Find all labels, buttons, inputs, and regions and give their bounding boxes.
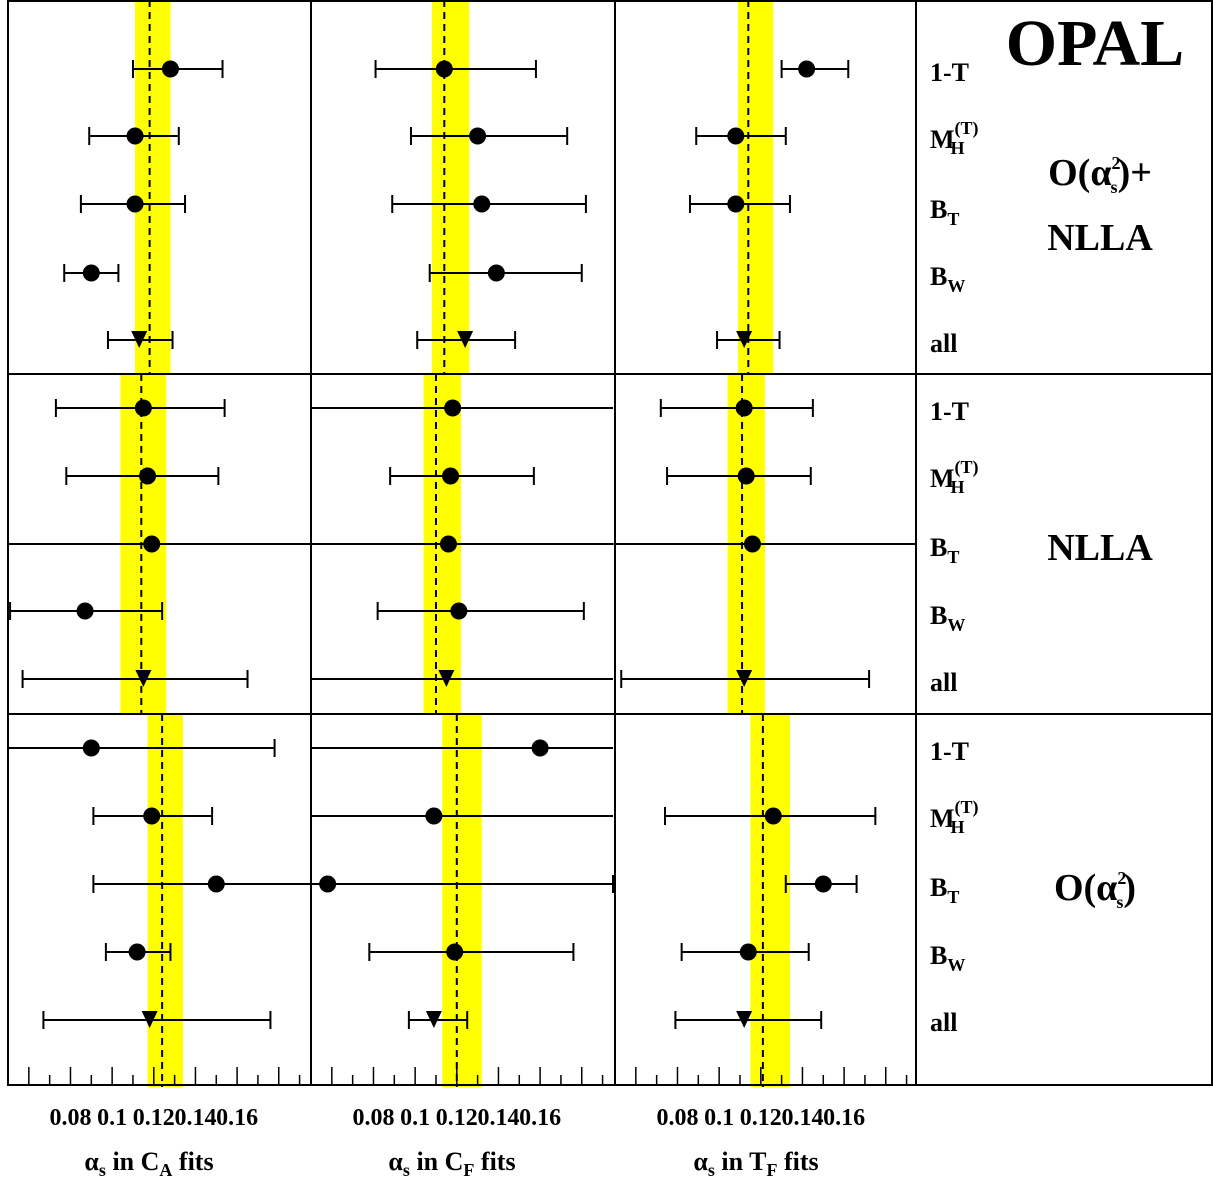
marker-1t-nlla-plus-CF [435, 60, 453, 78]
band-o2-CF [442, 714, 482, 1087]
observable-label-nlla-5: all [930, 668, 957, 697]
marker-mht-nlla-plus-CF [469, 127, 487, 145]
marker-mht-o2-CA [143, 807, 161, 825]
marker-bt-o2-CF [319, 875, 337, 893]
marker-bw-o2-TF [739, 943, 757, 961]
observable-label-nlla-2: M(T) H [930, 457, 979, 497]
marker-bw-o2-CF [446, 943, 464, 961]
experiment-title: OPAL [1006, 7, 1184, 80]
tick-labels: 0.08 0.1 0.12 0.14 0.16 0.08 0.1 0.12 0.14 0.16 0.… [49, 1105, 865, 1131]
tick-label-CF-0.1: 0.1 [400, 1105, 430, 1131]
marker-all-nlla-TF [736, 670, 753, 687]
marker-all-o2-CA [141, 1011, 158, 1028]
tick-label-CA-0.08: 0.08 [49, 1105, 91, 1131]
observable-label-nlla-plus-1: 1-T [930, 58, 969, 87]
axis-titles: αs in CA fits αs in CF fits αs in TF fits [84, 1147, 818, 1180]
marker-mht-nlla-CF [442, 467, 460, 485]
marker-all-nlla-plus-TF [736, 331, 753, 348]
marker-all-nlla-plus-CA [131, 331, 148, 348]
data-markers [76, 60, 832, 1028]
marker-1t-nlla-CA [134, 399, 152, 417]
observable-label-nlla-4: BW [930, 601, 965, 635]
row-labels: O(α2 s)+ NLLA NLLA O(α2 s) [1047, 152, 1153, 912]
panel-frames [7, 0, 1213, 1086]
tick-label-CF-0.14: 0.14 [477, 1105, 519, 1131]
marker-bw-nlla-CA [76, 602, 94, 620]
observable-label-nlla-3: BT [930, 533, 959, 567]
marker-mht-nlla-TF [737, 467, 755, 485]
tick-label-TF-0.12: 0.12 [740, 1105, 782, 1131]
band-nlla-plus-CF [431, 0, 470, 374]
tick-label-TF-0.1: 0.1 [704, 1105, 734, 1131]
marker-bw-o2-CA [128, 943, 146, 961]
observable-label-o2-2: M(T) H [930, 797, 979, 837]
observable-label-nlla-plus-3: BT [930, 195, 959, 229]
marker-mht-o2-TF [764, 807, 782, 825]
band-o2-CA [147, 714, 183, 1087]
observable-label-nlla-plus-2: M(T) H [930, 118, 979, 158]
observable-label-o2-5: all [930, 1008, 957, 1037]
row-label-nlla-plus-line1: O(α2 s)+ [1048, 152, 1152, 197]
marker-mht-nlla-plus-CA [126, 127, 144, 145]
axis-ticks [28, 1067, 908, 1085]
observable-label-o2-1: 1-T [930, 737, 969, 766]
row-label-nlla-line2: NLLA [1047, 527, 1153, 569]
tick-label-CF-0.16: 0.16 [519, 1105, 561, 1131]
marker-bw-nlla-plus-CA [82, 264, 100, 282]
marker-bt-nlla-plus-CA [126, 195, 144, 213]
marker-all-o2-CF [425, 1011, 442, 1028]
observable-label-nlla-plus-4: BW [930, 262, 965, 296]
tick-label-CA-0.16: 0.16 [216, 1105, 258, 1131]
tick-label-TF-0.14: 0.14 [781, 1105, 823, 1131]
band-o2-TF [750, 714, 790, 1087]
axis-title-CA: αs in CA fits [84, 1147, 213, 1180]
row-label-nlla-plus-line2: NLLA [1047, 217, 1153, 259]
marker-mht-nlla-CA [139, 467, 157, 485]
marker-mht-nlla-plus-TF [727, 127, 745, 145]
axis-title-TF: αs in TF fits [693, 1147, 818, 1180]
marker-1t-nlla-CF [444, 399, 462, 417]
observable-label-nlla-1: 1-T [930, 397, 969, 426]
tick-label-CA-0.12: 0.12 [133, 1105, 175, 1131]
observable-labels: 1-T M(T) H BT BW all 1-T M(T) H BT BW all 1-T M(T) H BT… [930, 58, 979, 1037]
marker-bw-nlla-CF [450, 602, 468, 620]
marker-bt-nlla-plus-TF [727, 195, 745, 213]
tick-label-CA-0.14: 0.14 [174, 1105, 216, 1131]
observable-label-o2-4: BW [930, 941, 965, 975]
tick-label-TF-0.08: 0.08 [656, 1105, 698, 1131]
axis-title-CF: αs in CF fits [388, 1147, 515, 1180]
marker-bt-o2-TF [814, 875, 832, 893]
band-nlla-plus-CA [135, 0, 171, 374]
marker-all-nlla-plus-CF [457, 331, 474, 348]
tick-label-CF-0.08: 0.08 [352, 1105, 394, 1131]
observable-label-nlla-plus-5: all [930, 329, 957, 358]
row-label-o2-line1: O(α2 s) [1054, 867, 1136, 912]
marker-all-nlla-CA [135, 670, 152, 687]
tick-label-CF-0.12: 0.12 [436, 1105, 478, 1131]
marker-1t-o2-CA [82, 739, 100, 757]
marker-1t-nlla-plus-CA [161, 60, 179, 78]
marker-all-o2-TF [736, 1011, 753, 1028]
outer-frame [7, 0, 1213, 1086]
marker-bt-nlla-plus-CF [473, 195, 491, 213]
marker-1t-nlla-TF [735, 399, 753, 417]
marker-all-nlla-CF [438, 670, 455, 687]
marker-bt-o2-CA [207, 875, 225, 893]
band-nlla-plus-TF [737, 0, 774, 374]
observable-label-o2-3: BT [930, 873, 959, 907]
tick-label-CA-0.1: 0.1 [97, 1105, 127, 1131]
tick-label-TF-0.16: 0.16 [823, 1105, 865, 1131]
marker-1t-o2-CF [531, 739, 549, 757]
marker-mht-o2-CF [425, 807, 443, 825]
marker-bw-nlla-plus-CF [487, 264, 505, 282]
marker-1t-nlla-plus-TF [798, 60, 816, 78]
